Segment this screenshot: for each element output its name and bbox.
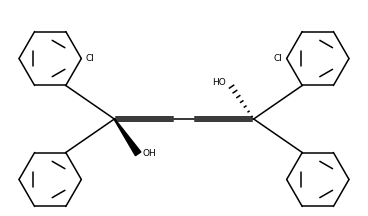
Text: Cl: Cl bbox=[86, 54, 95, 63]
Text: Cl: Cl bbox=[273, 54, 282, 63]
Text: OH: OH bbox=[142, 149, 156, 158]
Text: HO: HO bbox=[212, 78, 226, 87]
Polygon shape bbox=[114, 119, 141, 156]
